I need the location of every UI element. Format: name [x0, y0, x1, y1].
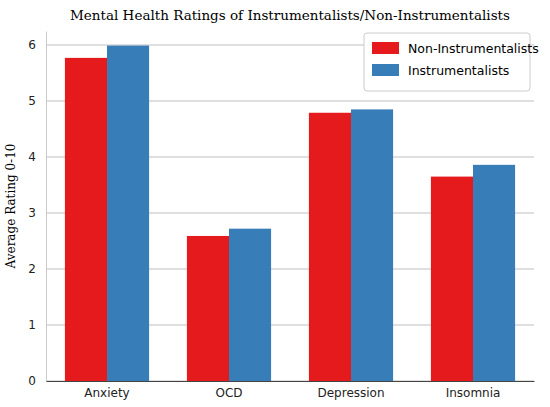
legend-swatch: [372, 42, 399, 54]
y-axis-title: Average Rating 0-10: [4, 144, 18, 270]
y-axis: 0 1 2 3 4 5 6: [28, 32, 46, 389]
x-axis: Anxiety OCD Depression Insomnia: [47, 381, 535, 400]
y-tick: 4: [28, 150, 46, 164]
chart: 0 1 2 3 4 5 6 Anxiety OCD Depression Insomnia Menta…: [0, 0, 550, 407]
y-tick-label: 4: [28, 150, 36, 164]
y-tick: 1: [28, 318, 46, 332]
bar: [65, 58, 107, 381]
legend-swatch: [372, 64, 399, 76]
legend: Non-Instrumentalists Instrumentalists: [364, 33, 539, 91]
bar: [229, 229, 271, 381]
x-tick: Depression: [317, 381, 384, 400]
x-tick-label: Insomnia: [446, 386, 501, 400]
x-tick: Insomnia: [446, 381, 501, 400]
x-axis-line: [47, 381, 535, 382]
y-tick-label: 5: [28, 94, 36, 108]
x-tick-label: Depression: [317, 386, 384, 400]
y-tick: 6: [28, 38, 46, 52]
x-tick-label: Anxiety: [84, 386, 129, 400]
grid: [46, 45, 534, 381]
bar: [187, 236, 229, 381]
y-tick-label: 1: [28, 318, 36, 332]
legend-label: Non-Instrumentalists: [408, 41, 539, 56]
x-tick: OCD: [215, 381, 242, 400]
y-tick: 0: [28, 374, 46, 388]
x-tick: Anxiety: [84, 381, 129, 400]
y-tick-label: 0: [28, 374, 36, 388]
legend-item: Non-Instrumentalists: [372, 41, 539, 56]
y-tick-label: 3: [28, 206, 36, 220]
y-tick-label: 2: [28, 262, 36, 276]
bar: [473, 165, 515, 381]
legend-item: Instrumentalists: [372, 63, 509, 78]
x-tick-label: OCD: [215, 386, 242, 400]
plot-area: 0 1 2 3 4 5 6 Anxiety OCD Depression Insomnia: [28, 32, 534, 400]
bars: [65, 46, 515, 381]
bar: [351, 109, 393, 381]
title: Mental Health Ratings of Instrumentalist…: [70, 7, 510, 23]
y-tick-label: 6: [28, 38, 36, 52]
y-tick: 5: [28, 94, 46, 108]
y-tick: 3: [28, 206, 46, 220]
legend-label: Instrumentalists: [408, 63, 509, 78]
bar: [107, 46, 149, 381]
bar: [431, 177, 473, 381]
y-tick: 2: [28, 262, 46, 276]
bar: [309, 113, 351, 381]
y-axis-line: [46, 32, 47, 382]
